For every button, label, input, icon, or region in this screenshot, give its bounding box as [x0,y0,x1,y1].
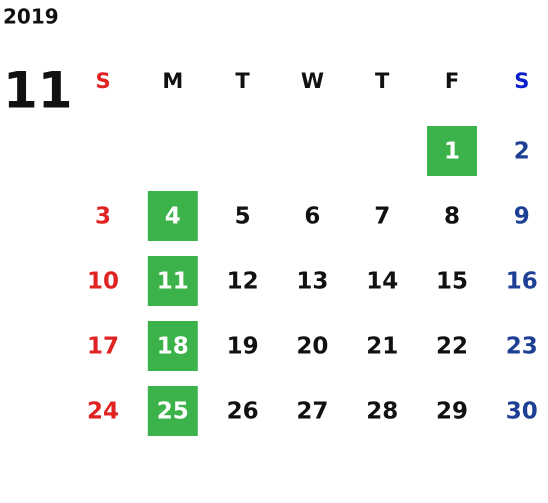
day-number: 9 [514,204,530,230]
month: 11 [3,62,73,120]
day-number: 29 [436,399,468,425]
weekday-label: W [301,69,324,93]
day-number: 21 [366,334,398,360]
day-number: 1 [444,139,460,165]
day-number: 23 [506,334,538,360]
highlight-box [147,191,198,241]
weekday-label: S [514,69,529,93]
day-number: 2 [514,139,530,165]
day-number: 26 [227,399,259,425]
day-number: 25 [157,399,189,425]
weekday-label: S [95,69,110,93]
day-number: 11 [157,269,189,295]
day-number: 24 [87,399,119,425]
day-number: 16 [506,269,538,295]
day-number: 22 [436,334,468,360]
day-number: 6 [304,204,320,230]
highlight-box [147,256,198,306]
day-number: 7 [374,204,390,230]
day-number: 30 [506,399,538,425]
year: 2019 [3,5,59,29]
day-number: 4 [165,204,181,230]
weekday-label: M [162,69,183,93]
day-number: 3 [95,204,111,230]
day-number: 10 [87,269,119,295]
day-number: 18 [157,334,189,360]
highlight-box [147,386,198,436]
day-number: 5 [235,204,251,230]
highlight-box [427,126,477,176]
day-number: 27 [296,399,328,425]
day-number: 17 [87,334,119,360]
day-number: 8 [444,204,460,230]
highlight-box [147,321,198,371]
day-number: 14 [366,269,398,295]
weekday-label: T [235,69,250,93]
day-number: 19 [227,334,259,360]
day-number: 13 [296,269,328,295]
weekday-label: F [445,69,459,93]
weekday-label: T [375,69,390,93]
day-number: 15 [436,269,468,295]
day-number: 28 [366,399,398,425]
day-number: 12 [227,269,259,295]
day-number: 20 [296,334,328,360]
